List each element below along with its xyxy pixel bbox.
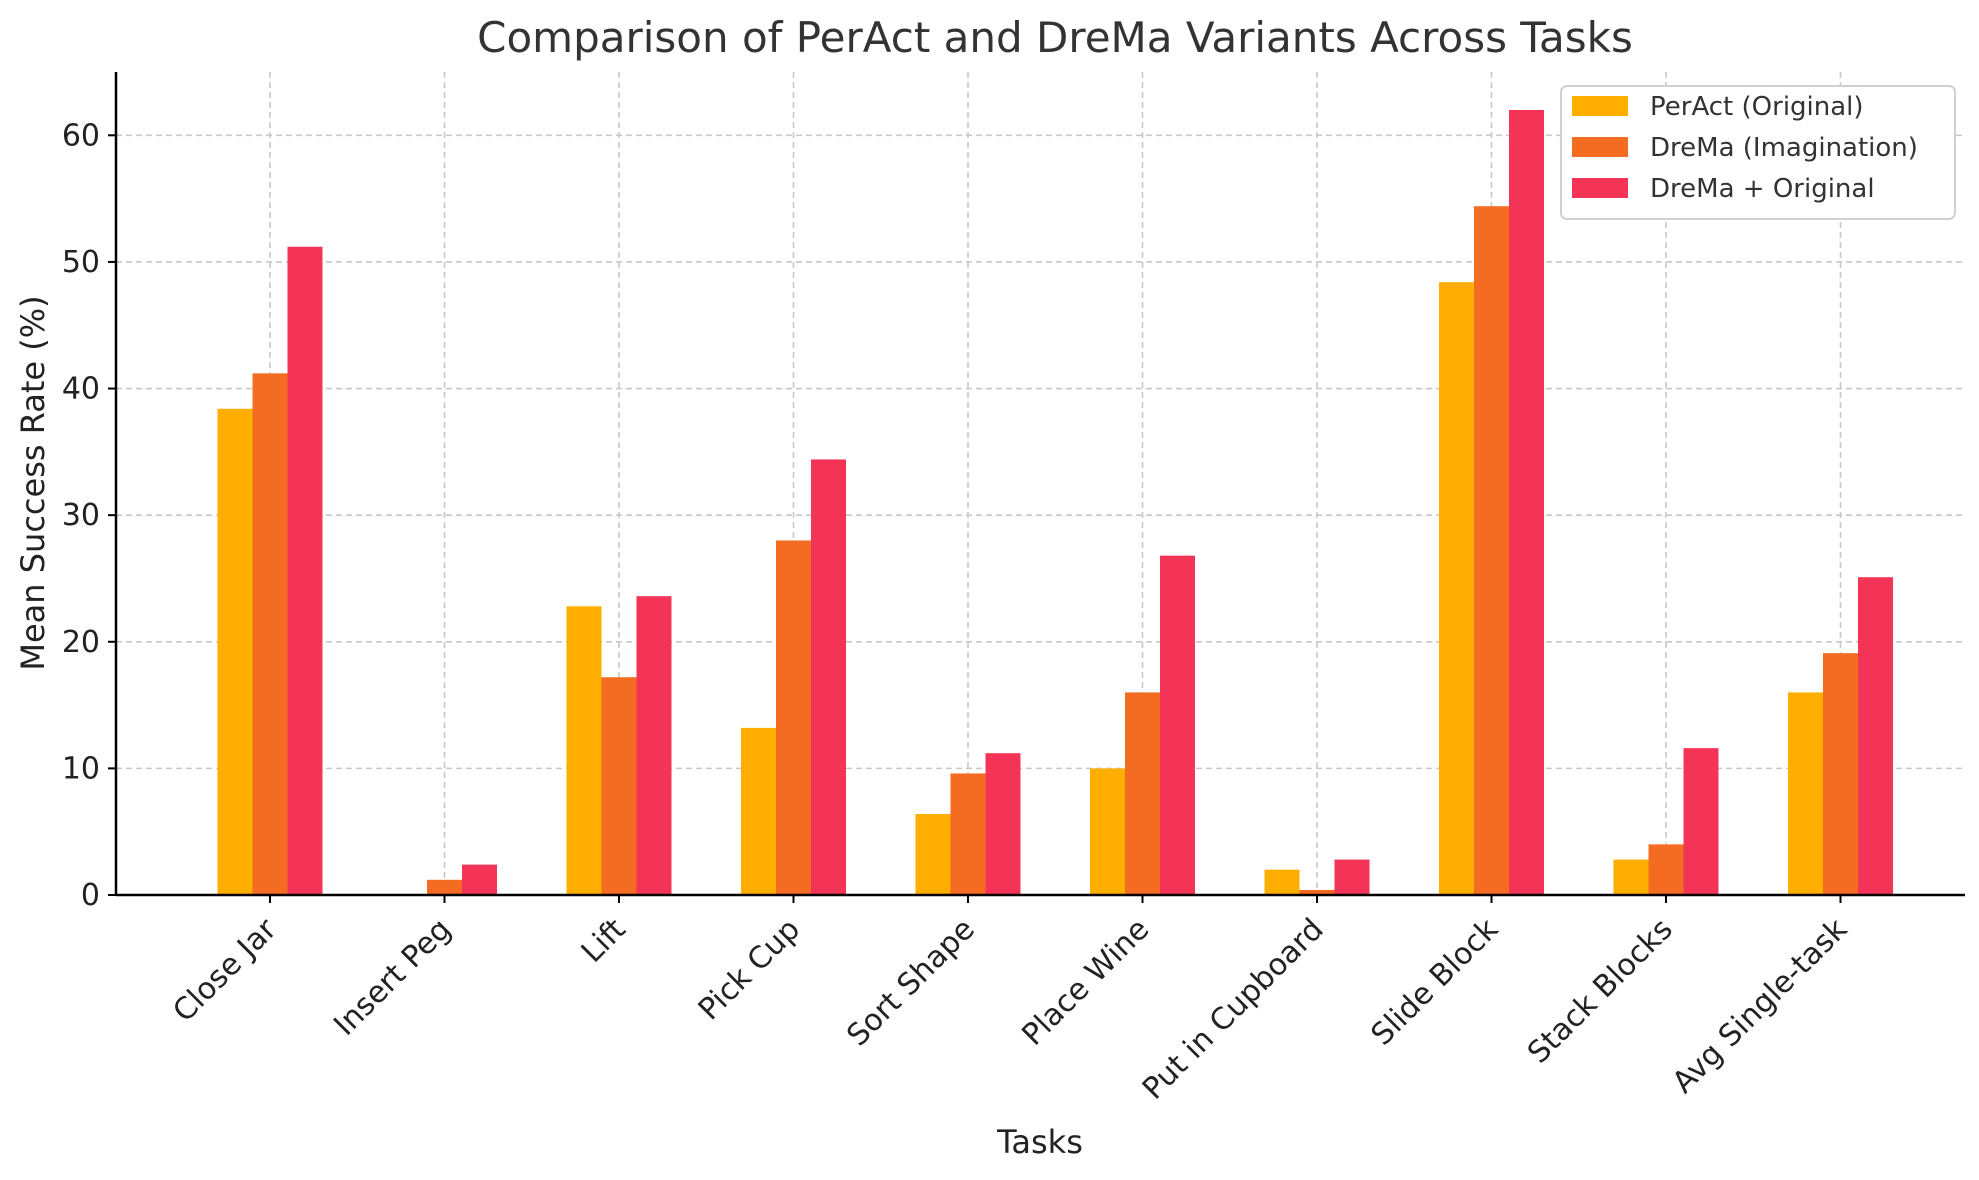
bar-drema-original	[287, 246, 323, 895]
y-tick-label: 0	[81, 878, 100, 913]
x-tick-label: Slide Block	[1365, 911, 1506, 1052]
bar-peract-original	[1439, 282, 1474, 896]
bar-drema-imagination	[1299, 889, 1335, 895]
axes-layer	[114, 72, 1965, 897]
x-tick-label: Close Jar	[166, 911, 284, 1029]
x-tick-label: Lift	[575, 912, 633, 970]
x-axis-label: Tasks	[996, 1123, 1083, 1161]
y-axis-label: Mean Success Rate (%)	[14, 295, 52, 670]
bar-drema-imagination	[252, 373, 288, 895]
bar-drema-imagination	[1474, 206, 1509, 896]
bar-drema-imagination	[427, 879, 462, 895]
legend-swatch	[1572, 96, 1628, 116]
legend-label: PerAct (Original)	[1650, 92, 1864, 122]
legend: PerAct (Original) DreMa (Imagination) DreM…	[1560, 85, 1956, 220]
bar-peract-original	[741, 727, 776, 895]
y-tick-label: 20	[62, 625, 100, 660]
bar-drema-original	[811, 459, 846, 895]
legend-box	[1560, 85, 1956, 220]
y-tick-label: 40	[62, 372, 100, 407]
bar-drema-original	[636, 596, 672, 895]
bar-peract-original	[1090, 768, 1125, 895]
bar-drema-imagination	[776, 540, 811, 895]
y-ticks: 0 10 20 30 40 50 60	[62, 118, 116, 913]
bar-drema-imagination	[1823, 653, 1858, 895]
bar-peract-original	[1264, 869, 1300, 895]
bar-drema-imagination	[950, 773, 986, 895]
legend-swatch	[1572, 137, 1628, 157]
bar-peract-original	[217, 408, 253, 895]
x-tick-label: Avg Single-task	[1666, 911, 1855, 1100]
bar-drema-original	[985, 753, 1021, 895]
legend-swatch	[1572, 178, 1628, 198]
chart-title: Comparison of PerAct and DreMa Variants …	[477, 13, 1633, 62]
bar-drema-original	[1683, 748, 1719, 895]
bar-drema-original	[1858, 577, 1893, 895]
bar-peract-original	[915, 813, 951, 895]
y-tick-label: 10	[62, 751, 100, 786]
x-tick-label: Put in Cupboard	[1136, 912, 1331, 1107]
bar-drema-original	[462, 864, 497, 895]
x-ticks: Close Jar Insert Peg Lift Pick Cup Sort Shap…	[166, 895, 1855, 1107]
bar-drema-original	[1509, 109, 1544, 895]
bar-peract-original	[566, 606, 602, 895]
bar-peract-original	[1613, 859, 1649, 895]
bar-drema-original	[1160, 555, 1195, 895]
y-tick-label: 30	[62, 498, 100, 533]
x-tick-label: Stack Blocks	[1521, 912, 1680, 1071]
x-tick-label: Sort Shape	[840, 912, 981, 1053]
bar-drema-imagination	[601, 677, 637, 895]
legend-label: DreMa + Original	[1650, 174, 1875, 204]
x-tick-label: Place Wine	[1015, 912, 1156, 1053]
legend-label: DreMa (Imagination)	[1650, 133, 1918, 163]
y-tick-label: 50	[62, 245, 100, 280]
bar-drema-original	[1334, 859, 1370, 895]
bar-peract-original	[1788, 692, 1823, 895]
bars-layer	[217, 109, 1893, 896]
y-tick-label: 60	[62, 118, 100, 153]
x-tick-label: Pick Cup	[692, 912, 807, 1027]
x-tick-label: Insert Peg	[327, 912, 458, 1043]
bar-drema-imagination	[1125, 692, 1160, 895]
bar-drema-imagination	[1648, 844, 1684, 895]
